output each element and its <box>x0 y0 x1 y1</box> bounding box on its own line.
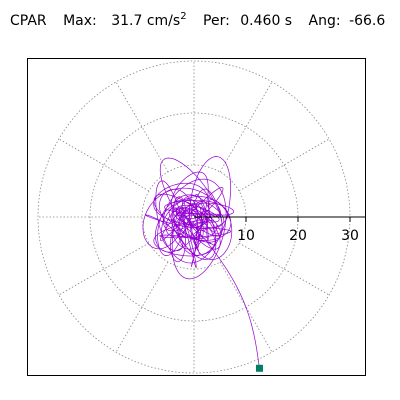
chart-header: CPAR Max: 31.7 cm/s2 Per: 0.460 s Ang: -… <box>10 12 385 30</box>
angle-label: Ang: <box>308 13 341 29</box>
polar-plot: 10 20 30 <box>37 60 365 374</box>
grid-spoke-330 <box>238 242 330 296</box>
grid-spoke-150 <box>58 138 150 192</box>
max-exponent: 2 <box>180 11 187 22</box>
max-label: Max: <box>63 13 97 29</box>
channel-label: CPAR <box>10 13 47 29</box>
orbit-trace <box>142 156 260 369</box>
grid-spoke-30 <box>238 138 330 192</box>
grid-spoke-210 <box>58 242 150 296</box>
plot-frame: 10 20 30 <box>27 58 366 376</box>
axis-tick-label-20: 20 <box>289 228 307 244</box>
axis-tick-label-10: 10 <box>237 228 255 244</box>
angle-value: -66.6 <box>349 13 386 29</box>
period-value: 0.460 s <box>240 13 293 29</box>
grid-spoke-60 <box>219 81 273 173</box>
max-value: 31.7 cm/s2 <box>111 11 187 30</box>
axis-tick-label-30: 30 <box>341 228 359 244</box>
period-label: Per: <box>203 13 230 29</box>
end-marker <box>255 364 263 372</box>
